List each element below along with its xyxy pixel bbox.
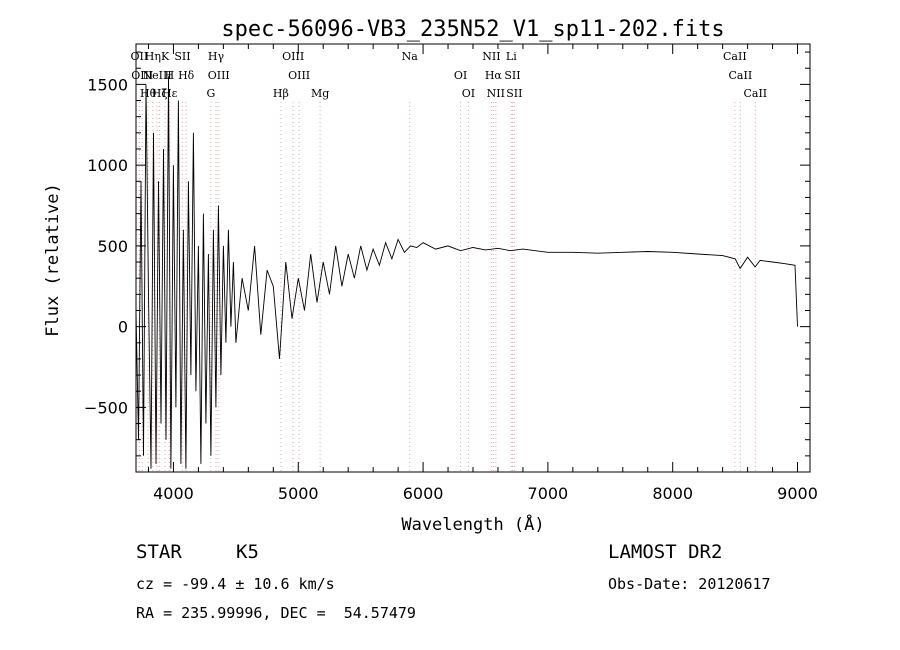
line-marker-label: NII [487, 87, 505, 100]
line-marker-label: H [165, 69, 175, 82]
x-tick-label: 7000 [528, 484, 569, 503]
line-marker-label: Hη [145, 50, 161, 63]
y-tick-label: 500 [97, 237, 128, 256]
line-markers-group [138, 102, 756, 472]
line-marker-label: G [206, 87, 215, 100]
x-tick-label: 5000 [278, 484, 319, 503]
line-marker-label: Li [506, 50, 517, 63]
line-marker-labels-group: OII OIII Hθ Hη NeIII Hζ KH Hε SII Hδ G Hγ OIII Hβ OIII… [131, 50, 768, 100]
coordinates: RA = 235.99996, DEC = 54.57479 [136, 604, 416, 622]
line-marker-label: OI [454, 69, 467, 82]
line-marker-label: Hθ [140, 87, 157, 100]
survey-name: LAMOST DR2 [608, 541, 723, 563]
x-axis-label: Wavelength (Å) [401, 513, 544, 535]
spectral-subclass: K5 [236, 541, 259, 563]
line-marker-label: Hγ [208, 50, 225, 63]
line-marker-label: SII [174, 50, 190, 63]
x-tick-label: 6000 [403, 484, 444, 503]
line-marker-label: Hε [162, 87, 178, 100]
line-marker-label: OII [131, 50, 149, 63]
chart-title: spec-56096-VB3_235N52_V1_sp11-202.fits [221, 17, 724, 42]
line-marker-label: K [161, 50, 170, 63]
line-marker-label: SII [506, 87, 522, 100]
line-marker-label: NeIII [143, 69, 172, 82]
line-marker-label: OIII [208, 69, 230, 82]
object-class: STAR [136, 541, 182, 563]
line-marker-label: OIII [131, 69, 153, 82]
line-marker-label: Na [402, 50, 419, 63]
line-marker-label: Hδ [178, 69, 195, 82]
y-tick-label: −500 [84, 398, 128, 417]
y-tick-label: 1000 [87, 156, 128, 175]
y-tick-label: 1500 [87, 75, 128, 94]
line-marker-label: CaII [743, 87, 767, 100]
x-tick-label: 4000 [153, 484, 194, 503]
line-marker-label: Hβ [273, 87, 289, 100]
x-tick-label: 9000 [777, 484, 818, 503]
x-tick-label: 8000 [652, 484, 693, 503]
x-axis: 4000 5000 6000 7000 8000 9000 [147, 44, 818, 503]
y-axis-label: Flux (relative) [43, 183, 63, 337]
observation-date: Obs-Date: 20120617 [608, 575, 771, 593]
spectrum-line [135, 76, 798, 469]
plot-frame [135, 43, 811, 473]
line-marker-label: SII [504, 69, 520, 82]
line-marker-label: OI [462, 87, 475, 100]
line-marker-label: Hα [485, 69, 503, 82]
y-axis: −500 0 500 1000 1500 [84, 51, 810, 457]
line-marker-label: NII [482, 50, 500, 63]
line-marker-label: CaII [729, 69, 753, 82]
line-marker-label: Mg [311, 87, 329, 100]
line-marker-label: Hζ [152, 87, 168, 100]
redshift-cz: cz = -99.4 ± 10.6 km/s [136, 575, 335, 593]
line-marker-label: OIII [282, 50, 304, 63]
line-marker-label: CaII [723, 50, 747, 63]
line-marker-label: OIII [288, 69, 310, 82]
y-tick-label: 0 [118, 318, 128, 337]
